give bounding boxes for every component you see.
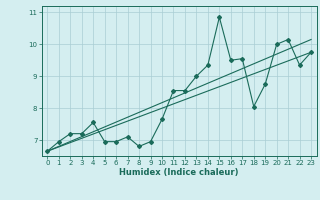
- X-axis label: Humidex (Indice chaleur): Humidex (Indice chaleur): [119, 168, 239, 177]
